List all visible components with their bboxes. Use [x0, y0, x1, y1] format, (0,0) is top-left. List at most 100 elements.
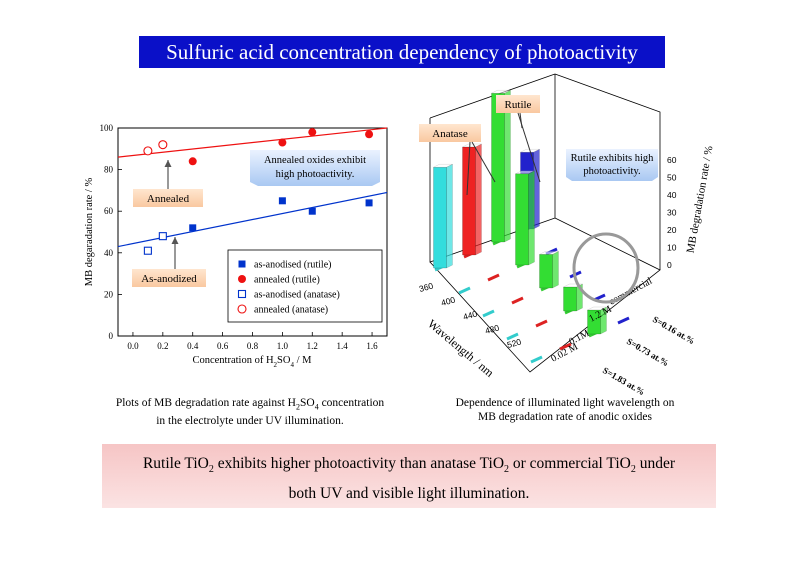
anatase-arrow-1 — [466, 141, 471, 196]
annealed-callout — [133, 189, 203, 207]
conclusion-box — [102, 444, 716, 508]
floor-bar — [511, 296, 524, 305]
floor-bar — [535, 319, 548, 328]
fit-line-0 — [117, 127, 388, 158]
conclusion-text: Rutile TiO2 exhibits higher photoactivit… — [102, 452, 716, 506]
x-tick-label: 1.0 — [277, 341, 289, 351]
bar-1.2M-360 — [491, 89, 511, 243]
legend-label: as-anodised (rutile) — [254, 260, 331, 271]
anatase-callout — [419, 124, 481, 142]
anatase-callout-text: Anatase — [432, 128, 468, 140]
z-tick-label: 10 — [667, 243, 677, 253]
data-point — [158, 232, 167, 241]
bar-0.02M-360 — [433, 163, 453, 269]
data-point — [278, 138, 287, 147]
left-caption: Plots of MB degradation rate against H2S… — [90, 396, 410, 428]
conclusion-line1: Rutile TiO2 exhibits higher photoactivit… — [142, 455, 676, 476]
legend-marker — [237, 289, 247, 299]
right-caption-line2: MB degradation rate of anodic oxides — [477, 411, 653, 423]
y-tick-label: 40 — [104, 248, 114, 258]
floor-bar — [559, 342, 572, 351]
z-tick-label: 50 — [667, 173, 677, 183]
annealed-high-callout — [250, 150, 380, 186]
y-tick-label: 80 — [104, 165, 114, 175]
x-tick-label: 1.2 — [307, 341, 318, 351]
legend — [227, 249, 383, 323]
floor-bar — [482, 309, 495, 318]
y-axis-label: MB degaradation rate / % — [84, 178, 95, 287]
depth-note: S=1.83 at.% — [601, 365, 647, 397]
highlight-circle — [572, 232, 640, 304]
annealed-callout-text: Annealed — [147, 193, 190, 205]
z-tick-label: 30 — [667, 208, 677, 218]
bar-1.2M-520 — [587, 306, 607, 335]
data-point — [143, 146, 153, 156]
data-point — [365, 130, 374, 139]
conclusion-line2: both UV and visible light illumination. — [288, 485, 530, 503]
data-point — [278, 197, 286, 205]
depth-note: S=0.16 at.% — [651, 314, 697, 346]
bar-0.1M-360 — [462, 143, 482, 256]
data-point — [365, 199, 373, 207]
y-tick-label: 60 — [104, 206, 114, 216]
data-point — [308, 207, 316, 215]
bar-1.2M-440 — [539, 251, 559, 289]
z-tick-label: 0 — [667, 260, 672, 270]
x-tick-label: 0.2 — [157, 341, 168, 351]
x-axis-label: Concentration of H2SO4 / M — [192, 355, 312, 369]
rutile-callout-text: Rutile — [505, 99, 532, 111]
rutile-high-callout — [566, 149, 658, 181]
rutile-arrow-2 — [517, 112, 541, 183]
legend-label: annealed (anatase) — [254, 305, 328, 316]
z-tick-label: 20 — [667, 225, 677, 235]
rutile-high-callout-line2: photoactivity. — [583, 166, 640, 177]
y-tick-label: 20 — [104, 289, 114, 299]
wavelength-tick-label: 520 — [506, 337, 523, 350]
wavelength-tick-label: 360 — [418, 281, 435, 294]
data-point — [188, 157, 197, 166]
anatase-arrow-2 — [471, 141, 496, 183]
floor-bar — [487, 273, 500, 282]
wavelength-tick-label: 440 — [462, 309, 479, 322]
left-caption-line2: in the electrolyte under UV illumination… — [156, 415, 344, 428]
rutile-callout — [496, 95, 540, 113]
data-point — [143, 246, 152, 255]
x-tick-label: 0.0 — [127, 341, 139, 351]
z-tick-label: 60 — [667, 155, 677, 165]
z-tick-label: 40 — [667, 190, 677, 200]
left-caption-line1: Plots of MB degradation rate against H2S… — [115, 397, 385, 412]
right-caption-line1: Dependence of illuminated light waveleng… — [455, 397, 675, 409]
depth-note: S=0.73 at.% — [625, 336, 671, 368]
x-tick-label: 1.4 — [337, 341, 349, 351]
floor-bar — [617, 316, 630, 325]
data-point — [308, 128, 317, 137]
wavelength-tick-label: 400 — [440, 295, 457, 308]
right-caption: Dependence of illuminated light waveleng… — [420, 396, 710, 424]
legend-marker — [238, 260, 246, 268]
annealed-high-callout-line2: high photoactivity. — [276, 169, 355, 180]
data-point — [189, 224, 197, 232]
as-anodized-callout — [132, 269, 206, 287]
floor-bar — [458, 286, 471, 295]
x-tick-label: 1.6 — [366, 341, 378, 351]
floor-bar — [530, 355, 543, 364]
x-tick-label: 0.6 — [217, 341, 229, 351]
legend-label: annealed (rutile) — [254, 275, 320, 286]
as-anodized-callout-text: As-anodized — [141, 273, 197, 285]
data-point — [158, 140, 168, 150]
y-tick-label: 100 — [100, 123, 114, 133]
x-tick-label: 0.4 — [187, 341, 199, 351]
z-axis-label: MB degradation rate / % — [685, 145, 716, 254]
floor-bar — [506, 332, 519, 341]
legend-marker — [238, 275, 246, 283]
rutile-high-callout-line1: Rutile exhibits high — [571, 153, 655, 164]
x-tick-label: 0.8 — [247, 341, 259, 351]
bar-1.2M-400 — [515, 170, 535, 266]
y-tick-label: 0 — [109, 331, 114, 341]
wavelength-tick-label: 480 — [484, 323, 501, 336]
legend-marker — [237, 304, 247, 314]
slide-title: Sulfuric acid concentration dependency o… — [139, 36, 665, 68]
annealed-high-callout-line1: Annealed oxides exhibit — [264, 155, 366, 166]
